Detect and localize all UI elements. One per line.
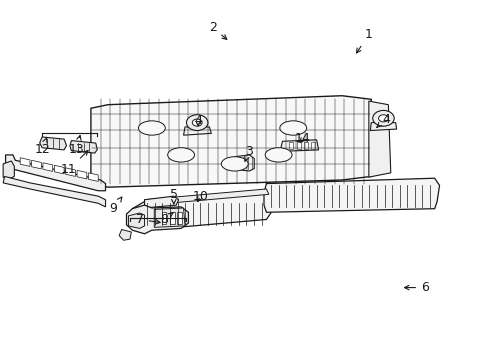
Polygon shape	[3, 161, 14, 179]
Polygon shape	[126, 205, 188, 234]
Ellipse shape	[279, 121, 306, 135]
Text: 4: 4	[194, 114, 202, 127]
Text: 10: 10	[192, 190, 208, 203]
Polygon shape	[91, 96, 370, 187]
Polygon shape	[5, 155, 105, 191]
Text: 4: 4	[376, 113, 389, 127]
Polygon shape	[264, 178, 439, 212]
Text: 5: 5	[169, 188, 178, 204]
Text: 9: 9	[109, 197, 122, 215]
Ellipse shape	[264, 148, 291, 162]
Polygon shape	[43, 163, 53, 171]
Circle shape	[186, 115, 207, 131]
Polygon shape	[304, 142, 307, 149]
Polygon shape	[232, 155, 254, 171]
Polygon shape	[32, 160, 41, 169]
Polygon shape	[297, 142, 301, 149]
Polygon shape	[183, 127, 211, 135]
Polygon shape	[170, 212, 175, 224]
Polygon shape	[144, 196, 178, 208]
Circle shape	[192, 119, 202, 126]
Polygon shape	[154, 208, 184, 227]
Text: 6: 6	[404, 281, 428, 294]
Polygon shape	[119, 229, 131, 240]
Polygon shape	[132, 191, 276, 230]
Polygon shape	[20, 158, 30, 166]
Polygon shape	[3, 176, 105, 207]
Polygon shape	[88, 173, 98, 181]
Polygon shape	[368, 101, 390, 177]
Polygon shape	[161, 212, 166, 224]
Circle shape	[372, 111, 393, 126]
Polygon shape	[77, 170, 87, 179]
Polygon shape	[310, 142, 314, 149]
Polygon shape	[40, 137, 66, 150]
Polygon shape	[281, 140, 318, 151]
Polygon shape	[128, 213, 144, 228]
Text: 13: 13	[68, 135, 84, 156]
Text: 1: 1	[356, 28, 372, 53]
Text: 11: 11	[61, 150, 88, 176]
Text: 2: 2	[208, 21, 226, 39]
Polygon shape	[70, 140, 97, 153]
Polygon shape	[144, 189, 268, 205]
Polygon shape	[369, 123, 396, 131]
Polygon shape	[289, 142, 293, 149]
Polygon shape	[65, 168, 75, 176]
Text: 12: 12	[34, 138, 50, 156]
Ellipse shape	[167, 148, 194, 162]
Ellipse shape	[138, 121, 165, 135]
Circle shape	[378, 115, 387, 122]
Text: 8: 8	[160, 213, 173, 226]
Text: 14: 14	[295, 132, 310, 145]
Text: 7: 7	[135, 213, 160, 226]
Text: 3: 3	[244, 145, 253, 161]
Polygon shape	[177, 212, 182, 224]
Polygon shape	[54, 165, 64, 174]
Ellipse shape	[221, 157, 247, 171]
